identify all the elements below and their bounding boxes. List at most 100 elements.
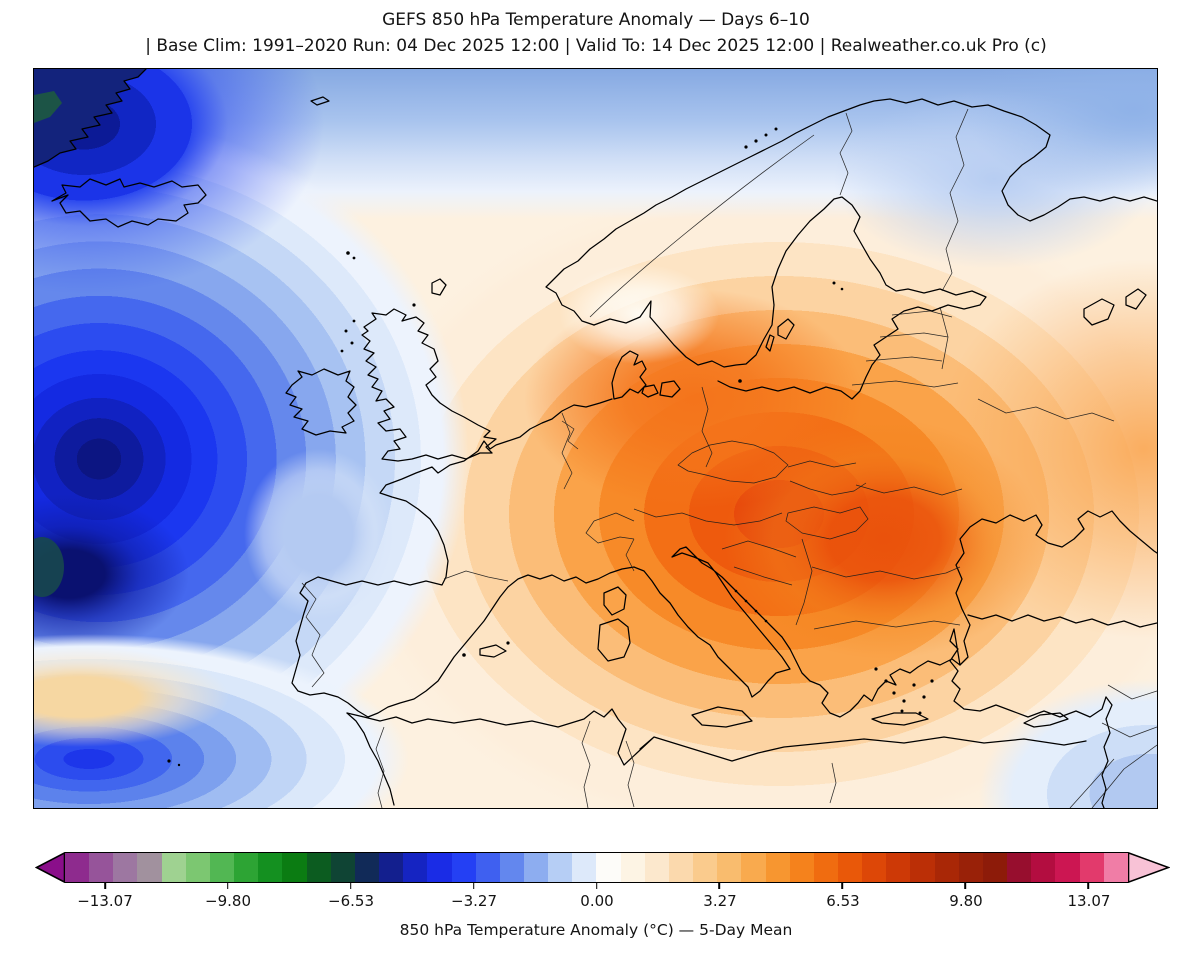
colorbar-tick-label: 9.80 bbox=[949, 892, 983, 910]
coast-norway-kola bbox=[545, 98, 1157, 326]
colorbar-segment bbox=[620, 853, 645, 882]
aegean-islet bbox=[900, 709, 904, 713]
coast-jan-mayen bbox=[310, 96, 330, 106]
coast-britain bbox=[361, 308, 497, 462]
dalmatian-islet bbox=[754, 609, 758, 613]
border-benelux-france bbox=[561, 412, 579, 490]
lofoten-islet bbox=[744, 145, 748, 149]
coast-corsica bbox=[603, 586, 627, 616]
colorbar-segment bbox=[161, 853, 186, 882]
colorbar-segment bbox=[934, 853, 959, 882]
colorbar-segment bbox=[1007, 853, 1032, 882]
colorbar-right-arrow bbox=[1128, 852, 1170, 883]
neutral-spot-norway bbox=[559, 264, 719, 364]
colorbar-body bbox=[65, 852, 1128, 889]
colorbar-segment bbox=[548, 853, 573, 882]
border-finland-russia bbox=[941, 108, 969, 292]
border-lithuania-belarus bbox=[851, 380, 959, 388]
aegean-islet bbox=[884, 679, 888, 683]
coast-cyprus bbox=[1023, 712, 1069, 728]
colorbar-tick-label: 13.07 bbox=[1067, 892, 1111, 910]
coast-black-sea-south bbox=[967, 614, 1157, 628]
colorbar-tick bbox=[1087, 883, 1089, 889]
aland-islet bbox=[832, 281, 836, 285]
colorbar-tick-labels: −13.07 −9.80 −6.53 −3.27 0.00 3.27 6.53 9.80 13.… bbox=[65, 892, 1129, 912]
coast-sardinia bbox=[597, 618, 631, 662]
chart-title: GEFS 850 hPa Temperature Anomaly — Days … bbox=[382, 10, 810, 30]
dalmatian-islet bbox=[744, 599, 748, 603]
coast-lake-ladoga bbox=[1083, 298, 1115, 326]
border-pyrenees bbox=[443, 570, 509, 582]
colorbar-tick bbox=[841, 883, 844, 889]
colorbar-segment bbox=[185, 853, 210, 882]
border-balkans bbox=[721, 538, 961, 630]
colorbar-segment bbox=[113, 853, 138, 882]
bornholm-islet bbox=[738, 379, 742, 383]
colorbar-segment bbox=[258, 853, 283, 882]
colorbar-segment bbox=[862, 853, 887, 882]
colorbar-tick-label: −6.53 bbox=[328, 892, 374, 910]
colorbar-segment bbox=[427, 853, 452, 882]
coast-greenland bbox=[34, 69, 147, 168]
colorbar-segment bbox=[354, 853, 380, 882]
border-portugal-spain bbox=[301, 582, 325, 688]
coast-mainland-europe bbox=[291, 398, 1107, 718]
europe-anomaly-map bbox=[34, 69, 1157, 808]
border-germany-poland bbox=[701, 386, 713, 468]
border-czechia bbox=[677, 440, 789, 484]
colorbar-segment bbox=[717, 853, 742, 882]
colorbar-tick bbox=[349, 883, 352, 889]
dalmatian-islet bbox=[764, 619, 768, 623]
aegean-islet bbox=[912, 683, 916, 687]
colorbar-tick-label: −9.80 bbox=[205, 892, 251, 910]
colorbar-tick bbox=[227, 883, 229, 889]
colorbar-segment bbox=[451, 853, 476, 882]
colorbar-segment bbox=[741, 853, 766, 882]
border-slovakia bbox=[787, 460, 867, 496]
aegean-islet bbox=[902, 699, 906, 703]
chart-subtitle: | Base Clim: 1991–2020 Run: 04 Dec 2025 … bbox=[145, 36, 1047, 56]
coast-oland bbox=[765, 334, 775, 352]
cold-core-west bbox=[34, 494, 189, 654]
dalmatian-islet bbox=[734, 589, 738, 593]
menorca-islet bbox=[506, 641, 510, 645]
coast-crete bbox=[871, 712, 929, 726]
coast-shetland bbox=[431, 278, 447, 296]
colorbar-left-arrow bbox=[35, 852, 65, 883]
colorbar-segment bbox=[475, 853, 500, 882]
border-romania-ukraine bbox=[855, 484, 963, 496]
faroe-islet bbox=[346, 251, 350, 255]
coast-gotland bbox=[777, 318, 795, 340]
coast-zealand bbox=[659, 380, 681, 398]
colorbar-tick-label: 0.00 bbox=[580, 892, 614, 910]
colorbar-tick-label: −13.07 bbox=[77, 892, 133, 910]
colorbar-segment bbox=[89, 853, 114, 882]
colorbar-segment bbox=[523, 853, 549, 882]
aegean-islet bbox=[892, 691, 896, 695]
colorbar-tick bbox=[718, 883, 721, 889]
coast-black-sea-north bbox=[955, 510, 1157, 666]
cold-anomaly-greenland bbox=[34, 69, 324, 294]
colorbar-tick bbox=[595, 883, 598, 889]
colorbar-segment bbox=[596, 853, 621, 882]
coast-ireland bbox=[285, 368, 357, 436]
colorbar-segment bbox=[886, 853, 911, 882]
aegean-islet bbox=[922, 695, 926, 699]
colorbar-segment bbox=[306, 853, 331, 882]
colorbar-segment bbox=[644, 853, 669, 882]
border-sweden-finland bbox=[839, 112, 853, 196]
coast-funen bbox=[641, 384, 659, 398]
colorbar-segment bbox=[234, 853, 259, 882]
colorbar-segment bbox=[379, 853, 404, 882]
colorbar-tick-label: −3.27 bbox=[451, 892, 497, 910]
colorbar-segment bbox=[1031, 853, 1056, 882]
ibiza-islet bbox=[462, 653, 466, 657]
border-middle-east bbox=[1069, 684, 1157, 808]
border-norway-sweden bbox=[589, 134, 815, 318]
lofoten-islet bbox=[754, 139, 758, 143]
coast-morocco-atlantic bbox=[346, 712, 395, 806]
lofoten-islet bbox=[764, 133, 768, 137]
madeira-islet bbox=[167, 759, 171, 763]
colorbar-segment bbox=[137, 853, 162, 882]
colorbar-segment bbox=[958, 853, 983, 882]
